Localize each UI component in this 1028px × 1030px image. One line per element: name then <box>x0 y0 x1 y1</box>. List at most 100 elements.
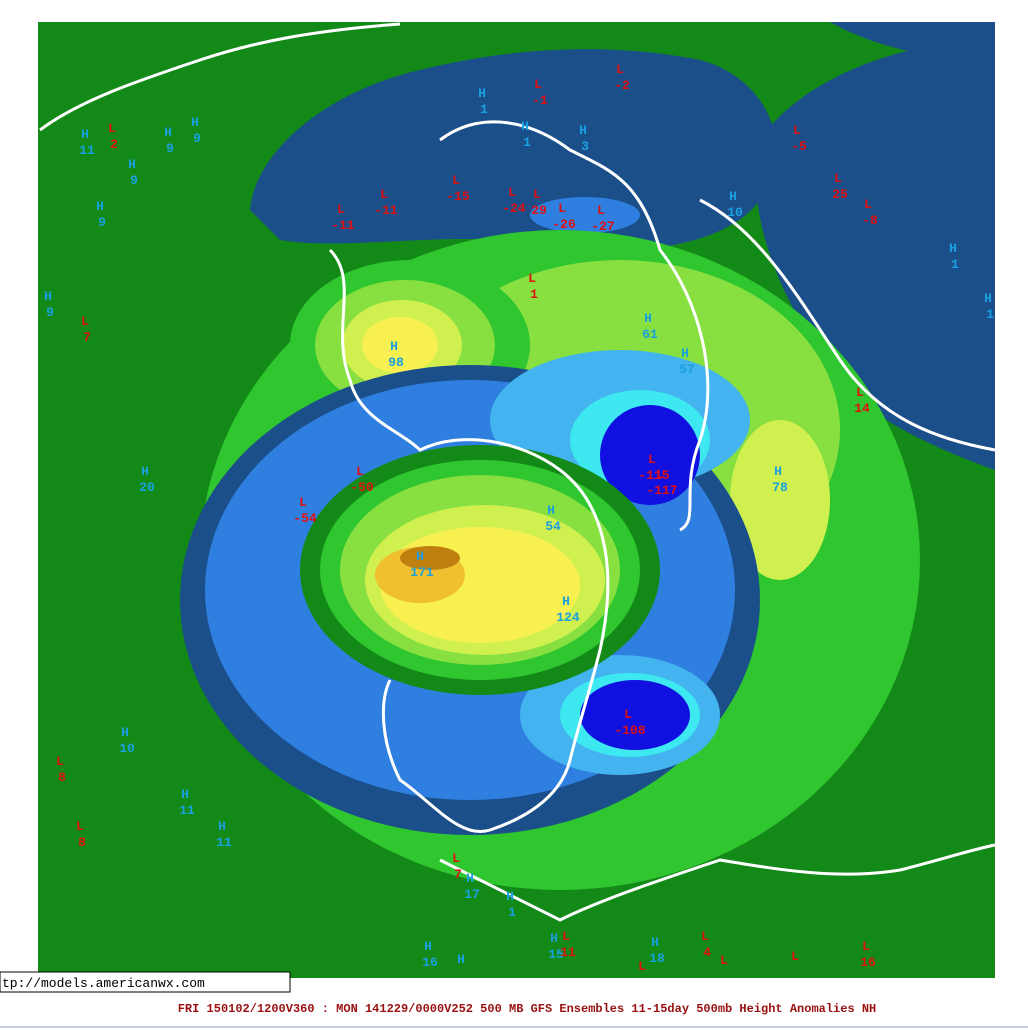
center-letter: L <box>616 62 624 77</box>
center-value: 98 <box>388 355 404 370</box>
center-letter: H <box>121 725 129 740</box>
center-value: 1 <box>530 287 538 302</box>
anomaly-area <box>730 420 830 580</box>
center-value: 9 <box>46 305 54 320</box>
center-letter: H <box>651 935 659 950</box>
center-letter: L <box>701 929 709 944</box>
center-letter: L <box>638 959 646 974</box>
center-value: 171 <box>410 565 434 580</box>
center-letter: H <box>416 549 424 564</box>
center-letter: H <box>81 127 89 142</box>
center-letter: H <box>774 464 782 479</box>
center-value: 25 <box>832 187 848 202</box>
center-letter: L <box>380 187 388 202</box>
anomaly-area <box>362 317 438 373</box>
anomaly-area <box>600 405 700 505</box>
center-value: -15 <box>446 189 470 204</box>
center-value: 1 <box>508 905 516 920</box>
center-value: 15 <box>548 947 564 962</box>
center-letter: L <box>624 707 632 722</box>
center-value: 1 <box>480 102 488 117</box>
center-value: 11 <box>179 803 195 818</box>
center-letter: L <box>356 464 364 479</box>
center-value: -108 <box>614 723 645 738</box>
coastline <box>439 120 710 532</box>
center-letter: H <box>424 939 432 954</box>
center-letter: L <box>56 754 64 769</box>
center-value: 9 <box>130 173 138 188</box>
center-value: -5 <box>791 139 807 154</box>
center-value: 18 <box>649 951 665 966</box>
center-value: 1 <box>523 135 531 150</box>
center-letter: H <box>644 311 652 326</box>
center-letter: L <box>720 953 728 968</box>
center-value: 8 <box>78 835 86 850</box>
center-letter: L <box>533 187 541 202</box>
center-value: 10 <box>119 741 135 756</box>
center-letter: H <box>390 339 398 354</box>
center-letter: L <box>528 271 536 286</box>
center-letter: H <box>478 86 486 101</box>
center-value: 17 <box>464 887 480 902</box>
center-value: 2 <box>110 137 118 152</box>
center-value: 11 <box>560 945 576 960</box>
center-letter: L <box>534 77 542 92</box>
center-letter: H <box>466 871 474 886</box>
center-value: 7 <box>454 867 462 882</box>
coastline <box>39 22 401 132</box>
center-value: -11 <box>331 218 355 233</box>
center-value: -11 <box>374 203 398 218</box>
center-value: 8 <box>58 770 66 785</box>
center-value: -115 <box>638 468 669 483</box>
center-letter: H <box>729 189 737 204</box>
center-letter: L <box>76 819 84 834</box>
center-value: 57 <box>679 362 695 377</box>
center-value: 3 <box>581 139 589 154</box>
center-letter: H <box>218 819 226 834</box>
url-box <box>0 971 291 993</box>
bottom-rule <box>0 1026 1028 1028</box>
center-value: 7 <box>83 330 91 345</box>
center-letter: L <box>562 929 570 944</box>
center-value: -8 <box>862 213 878 228</box>
center-letter: L <box>793 123 801 138</box>
center-letter: L <box>648 452 656 467</box>
center-value: 9 <box>166 141 174 156</box>
anomaly-area <box>580 680 690 750</box>
center-letter: H <box>181 787 189 802</box>
center-letter: H <box>550 931 558 946</box>
center-letter: H <box>128 157 136 172</box>
center-value: 29 <box>531 203 547 218</box>
center-letter: L <box>597 203 605 218</box>
center-value: 78 <box>772 480 788 495</box>
center-value: 54 <box>545 519 561 534</box>
anomaly-area <box>830 22 995 60</box>
center-value: -50 <box>350 480 374 495</box>
center-value: 16 <box>422 955 438 970</box>
center-value: 4 <box>703 945 711 960</box>
center-letter: H <box>547 503 555 518</box>
center-letter: H <box>984 291 992 306</box>
center-letter: H <box>506 889 514 904</box>
center-value: 11 <box>216 835 232 850</box>
center-value: 61 <box>642 327 658 342</box>
center-letter: L <box>558 201 566 216</box>
center-letter: L <box>508 185 516 200</box>
center-value: 10 <box>727 205 743 220</box>
coastline <box>328 248 610 834</box>
center-value: -26 <box>552 217 576 232</box>
center-letter: H <box>457 952 465 967</box>
coastline <box>699 198 996 452</box>
center-letter: L <box>299 495 307 510</box>
center-value: -2 <box>614 78 630 93</box>
center-letter: L <box>856 385 864 400</box>
center-value: -1 <box>532 93 548 108</box>
map <box>38 22 996 978</box>
center-value: 124 <box>556 610 580 625</box>
center-value: -27 <box>591 219 614 234</box>
anomaly-area <box>250 49 777 251</box>
coastlines <box>39 22 996 922</box>
center-letter: L <box>791 949 799 964</box>
center-value: 20 <box>139 480 155 495</box>
